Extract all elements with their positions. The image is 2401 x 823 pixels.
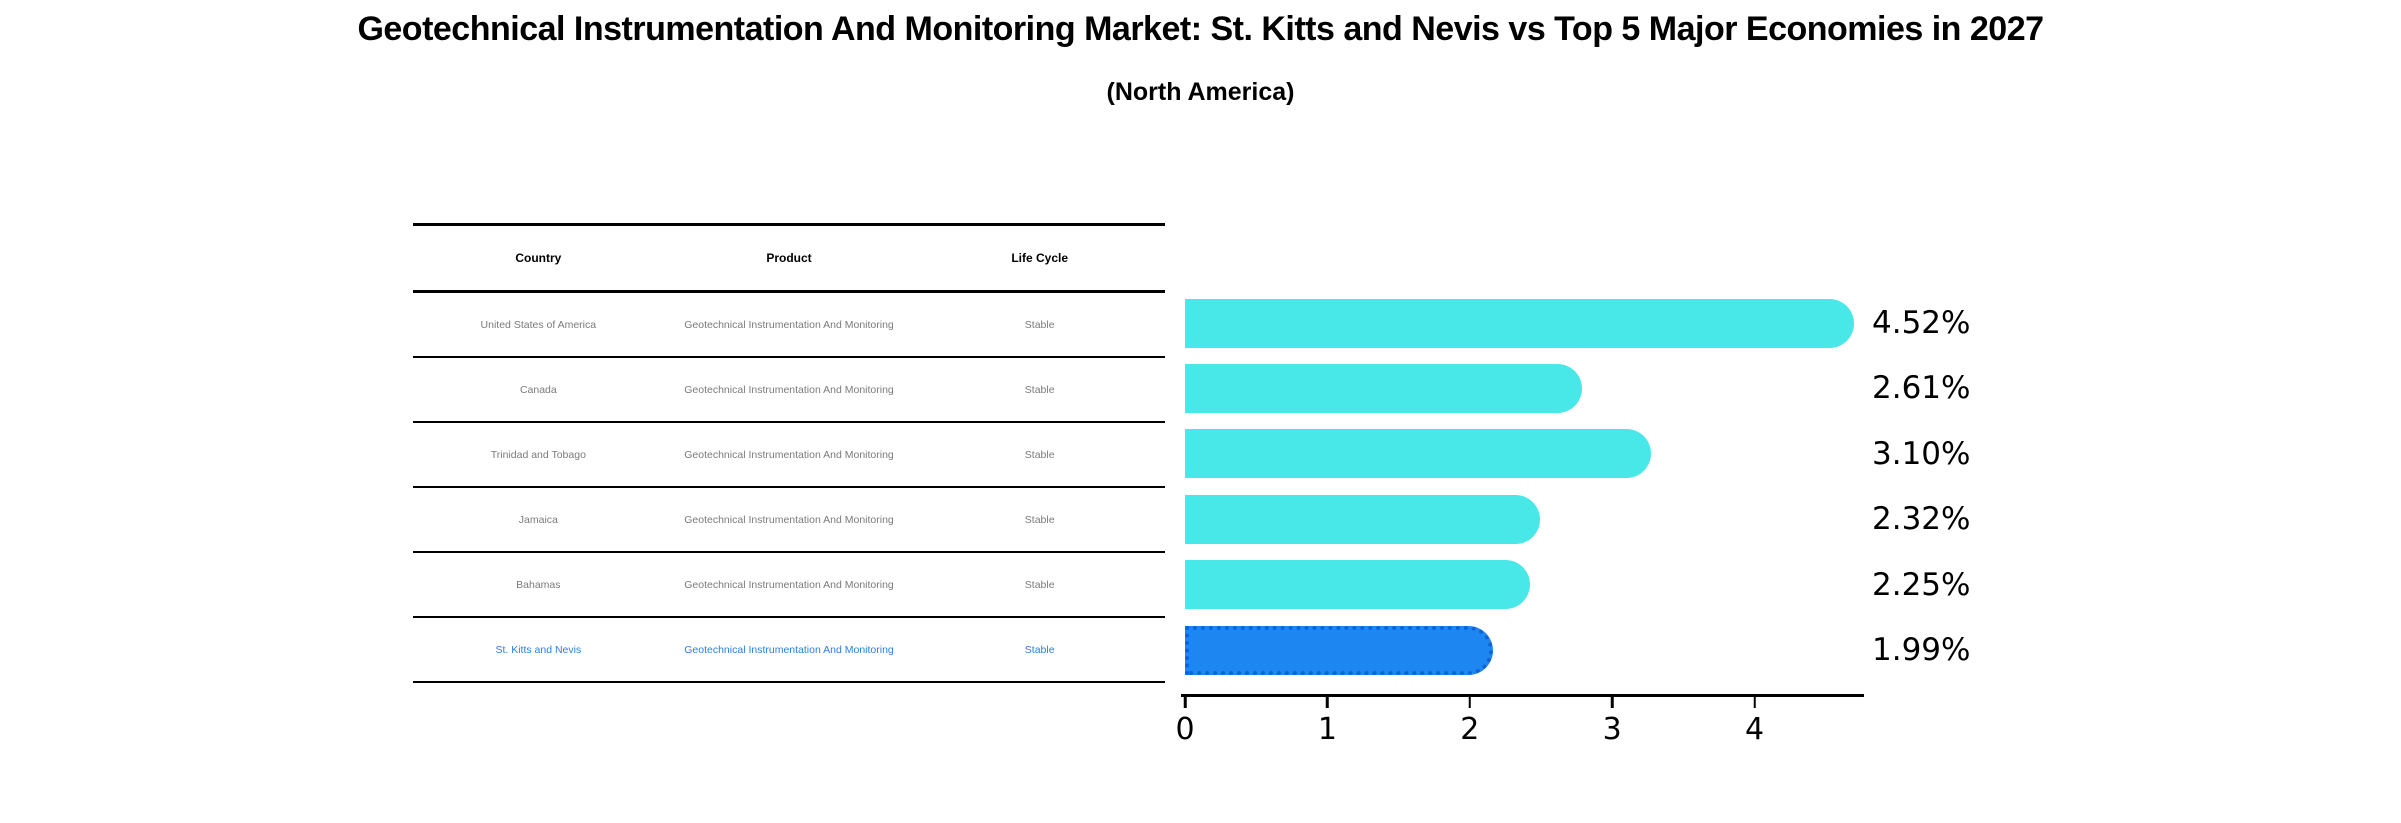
bar-value-label: 1.99% xyxy=(1872,632,1971,668)
bar-united-states xyxy=(1185,298,1854,348)
country-cell: Trinidad and Tobago xyxy=(490,448,586,461)
country-cell: Jamaica xyxy=(518,513,558,526)
life-cycle-cell: Stable xyxy=(1024,578,1055,591)
chart-title: Geotechnical Instrumentation And Monitor… xyxy=(357,10,2044,48)
country-cell: Bahamas xyxy=(516,578,561,591)
bar-jamaica xyxy=(1185,494,1541,544)
table-row: United States of America Geotechnical In… xyxy=(413,293,1165,358)
table-header-life-cycle: Life Cycle xyxy=(1011,251,1069,265)
product-cell: Geotechnical Instrumentation And Monitor… xyxy=(684,513,894,526)
life-cycle-cell: Stable xyxy=(1024,513,1055,526)
x-axis-tick-label: 2 xyxy=(1460,712,1480,747)
x-axis-tick-label: 4 xyxy=(1745,712,1765,747)
country-cell: St. Kitts and Nevis xyxy=(495,643,582,656)
bar-st-kitts-and-nevis xyxy=(1185,625,1494,675)
x-axis-tick-label: 0 xyxy=(1175,712,1195,747)
x-axis-tick xyxy=(1753,697,1756,708)
life-cycle-cell: Stable xyxy=(1024,448,1055,461)
bar-value-label: 4.52% xyxy=(1872,305,1971,341)
product-cell: Geotechnical Instrumentation And Monitor… xyxy=(684,578,894,591)
table-row-highlighted: St. Kitts and Nevis Geotechnical Instrum… xyxy=(413,618,1165,683)
x-axis-tick xyxy=(1610,697,1614,708)
product-cell: Geotechnical Instrumentation And Monitor… xyxy=(684,383,894,396)
x-axis-tick xyxy=(1468,697,1472,708)
product-cell: Geotechnical Instrumentation And Monitor… xyxy=(684,643,894,656)
chart-subtitle: (North America) xyxy=(1106,78,1295,106)
life-cycle-cell: Stable xyxy=(1024,383,1055,396)
bar-value-label: 2.61% xyxy=(1872,370,1971,407)
life-cycle-cell: Stable xyxy=(1024,643,1055,656)
x-axis-tick-label: 1 xyxy=(1317,712,1337,747)
country-cell: United States of America xyxy=(480,318,597,331)
bar-trinidad-and-tobago xyxy=(1185,429,1652,479)
table-row: Canada Geotechnical Instrumentation And … xyxy=(413,358,1165,423)
bar-value-label: 3.10% xyxy=(1872,435,1971,472)
bar-value-label: 2.25% xyxy=(1872,566,1971,603)
table-header-product: Product xyxy=(766,251,812,265)
country-cell: Canada xyxy=(519,383,557,396)
x-axis-tick xyxy=(1183,697,1187,708)
product-cell: Geotechnical Instrumentation And Monitor… xyxy=(684,448,894,461)
bar-bahamas xyxy=(1185,560,1531,610)
table-row: Trinidad and Tobago Geotechnical Instrum… xyxy=(413,423,1165,488)
table-row: Jamaica Geotechnical Instrumentation And… xyxy=(413,488,1165,553)
table-header-country: Country xyxy=(515,251,562,265)
x-axis-tick xyxy=(1326,697,1329,708)
table-header-row: Country Product Life Cycle xyxy=(413,226,1165,293)
summary-table: Country Product Life Cycle United States… xyxy=(413,223,1165,683)
bar-canada xyxy=(1185,363,1582,413)
life-cycle-cell: Stable xyxy=(1024,318,1055,331)
x-axis-line xyxy=(1181,694,1864,697)
product-cell: Geotechnical Instrumentation And Monitor… xyxy=(684,318,894,331)
table-row: Bahamas Geotechnical Instrumentation And… xyxy=(413,553,1165,618)
bar-value-label: 2.32% xyxy=(1872,501,1971,538)
x-axis-tick-label: 3 xyxy=(1602,712,1622,747)
